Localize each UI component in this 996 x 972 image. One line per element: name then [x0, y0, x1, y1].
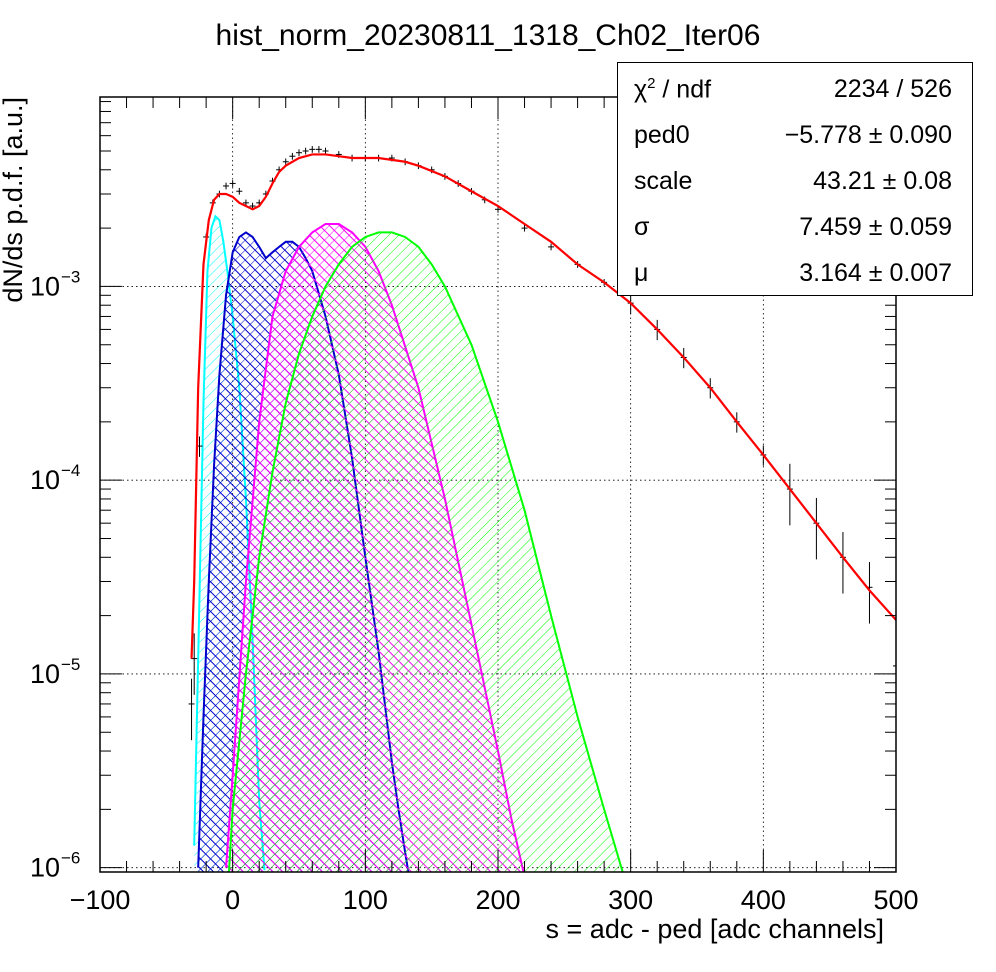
data-point: [282, 158, 289, 166]
x-tick-label: 400: [741, 885, 786, 915]
y-tick-exponent: −4: [61, 461, 80, 480]
y-axis-label: dN/ds p.d.f. [a.u.]: [0, 97, 28, 303]
stats-value-mu: 3.164 ± 0.007: [799, 259, 952, 287]
stats-name-ped0: ped0: [634, 121, 690, 149]
x-tick-label: 100: [343, 885, 388, 915]
y-tick-exponent: −5: [61, 655, 80, 674]
y-tick-label: 10: [30, 271, 60, 301]
data-point: [223, 182, 230, 190]
stats-name-sigma: σ: [634, 213, 650, 241]
data-point: [302, 147, 309, 155]
y-tick-exponent: −6: [61, 849, 80, 868]
x-axis-label: s = adc - ped [adc channels]: [546, 914, 884, 944]
stats-row-ped0: ped0 −5.778 ± 0.090: [618, 113, 972, 159]
stats-value-chi2: 2234 / 526: [833, 75, 952, 103]
stats-row-scale: scale 43.21 ± 0.08: [618, 159, 972, 205]
stats-row-chi2: χ2 / ndf 2234 / 526: [618, 67, 972, 113]
y-tick-label: 10: [30, 659, 60, 689]
x-tick-label: −100: [70, 885, 131, 915]
x-tick-label: 200: [475, 885, 520, 915]
stats-name-scale: scale: [634, 167, 693, 195]
data-point: [289, 152, 296, 160]
component-curve-3: [227, 231, 624, 872]
x-tick-label: 300: [608, 885, 653, 915]
data-point: [309, 146, 316, 153]
stats-value-sigma: 7.459 ± 0.059: [799, 213, 952, 241]
stats-row-sigma: σ 7.459 ± 0.059: [618, 205, 972, 251]
stats-value-ped0: −5.778 ± 0.090: [784, 121, 952, 149]
data-point: [296, 149, 302, 157]
x-tick-label: 0: [225, 885, 240, 915]
chart-title: hist_norm_20230811_1318_Ch02_Iter06: [216, 19, 761, 52]
data-point: [236, 187, 243, 195]
fit-stats-box: χ2 / ndf 2234 / 526 ped0 −5.778 ± 0.090 …: [617, 62, 973, 296]
stats-row-mu: μ 3.164 ± 0.007: [618, 251, 972, 297]
components-layer: [193, 214, 625, 872]
stats-name-mu: μ: [634, 259, 649, 287]
stats-value-scale: 43.21 ± 0.08: [813, 167, 952, 195]
fit-curve: [190, 153, 896, 659]
data-point: [229, 180, 236, 187]
data-point: [188, 678, 195, 741]
component-fill-3: [228, 232, 625, 872]
y-tick-exponent: −3: [61, 267, 80, 286]
data-point: [548, 243, 555, 251]
stats-name-chi2: χ2 / ndf: [634, 75, 712, 104]
fit-layer: [190, 153, 896, 659]
x-tick-label: 500: [873, 885, 918, 915]
data-point: [322, 147, 329, 155]
data-point: [521, 224, 528, 232]
y-tick-label: 10: [30, 465, 60, 495]
data-point: [893, 640, 896, 703]
y-tick-label: 10: [30, 853, 60, 883]
data-point: [315, 146, 322, 153]
